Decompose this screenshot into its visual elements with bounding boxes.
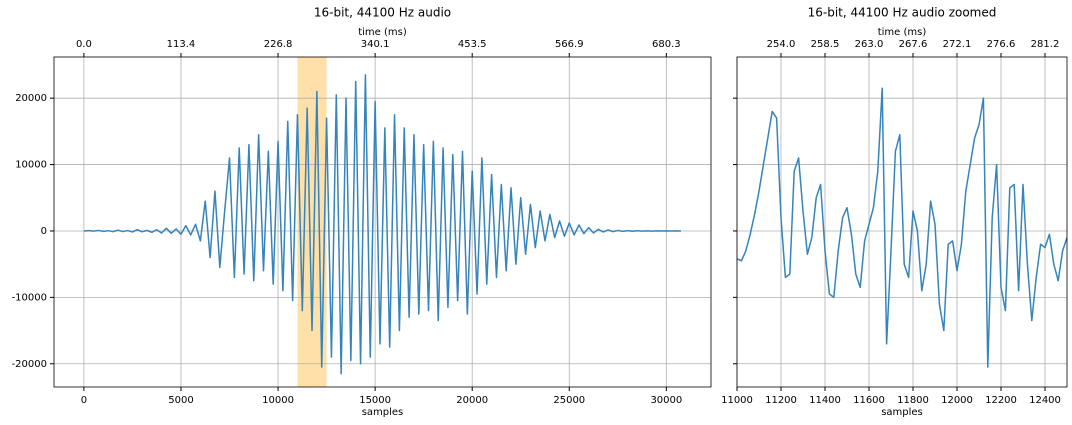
chart-title: 16-bit, 44100 Hz audio [314, 6, 451, 20]
x-tick-label: 11800 [897, 395, 929, 406]
y-tick-label: -10000 [12, 292, 47, 303]
x2-tick-label: 680.3 [652, 39, 681, 50]
x2-tick-label: 0.0 [76, 39, 92, 50]
x-tick-label: 30000 [650, 395, 682, 406]
y-tick-label: 0 [41, 226, 47, 237]
x2-axis-label: time (ms) [878, 27, 927, 38]
x2-tick-label: 113.4 [167, 39, 196, 50]
x-tick-label: 5000 [168, 395, 193, 406]
chart-title: 16-bit, 44100 Hz audio zoomed [808, 6, 997, 20]
x-tick-label: 11000 [721, 395, 753, 406]
y-tick-label: 20000 [15, 93, 47, 104]
axes-frame [736, 56, 1068, 388]
x-tick-label: 10000 [262, 395, 294, 406]
x-axis-label: samples [362, 407, 404, 418]
x-tick-label: 20000 [456, 395, 488, 406]
x-axis-label: samples [881, 407, 923, 418]
x-tick-label: 0 [81, 395, 87, 406]
waveform-line [737, 87, 1067, 368]
x-tick-label: 12400 [1029, 395, 1061, 406]
x2-tick-label: 566.9 [555, 39, 584, 50]
x-tick-label: 11600 [853, 395, 885, 406]
axes-frame [53, 56, 712, 388]
x2-tick-label: 226.8 [264, 39, 293, 50]
x-tick-label: 15000 [359, 395, 391, 406]
x2-tick-label: 453.5 [458, 39, 487, 50]
x2-axis-label: time (ms) [358, 27, 407, 38]
x-tick-label: 12200 [985, 395, 1017, 406]
x2-tick-label: 263.0 [855, 39, 884, 50]
x2-tick-label: 267.6 [899, 39, 928, 50]
x-tick-label: 25000 [553, 395, 585, 406]
x2-tick-label: 281.2 [1031, 39, 1060, 50]
x2-tick-label: 258.5 [811, 39, 840, 50]
y-tick-label: -20000 [12, 359, 47, 370]
x-tick-label: 11200 [765, 395, 797, 406]
y-tick-label: 10000 [15, 160, 47, 171]
waveform-line [83, 74, 681, 375]
x-tick-label: 12000 [941, 395, 973, 406]
x2-tick-label: 276.6 [987, 39, 1016, 50]
x-tick-label: 11400 [809, 395, 841, 406]
x2-tick-label: 272.1 [943, 39, 972, 50]
x2-tick-label: 340.1 [361, 39, 390, 50]
x2-tick-label: 254.0 [767, 39, 796, 50]
